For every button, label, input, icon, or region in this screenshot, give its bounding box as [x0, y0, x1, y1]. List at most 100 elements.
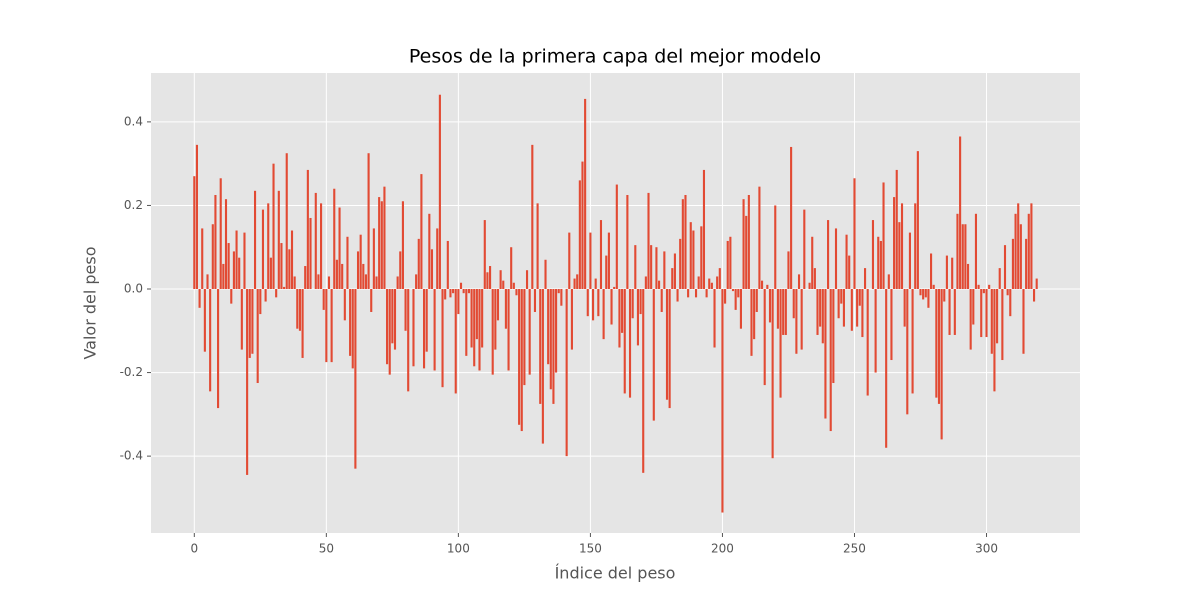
bar [591, 289, 595, 321]
bar [687, 289, 690, 298]
bar [391, 289, 394, 344]
bar [393, 289, 397, 350]
bar [203, 289, 206, 352]
bar [356, 251, 360, 290]
bar [684, 194, 687, 290]
bar [370, 289, 373, 312]
bar [201, 228, 204, 290]
bar [832, 289, 835, 384]
bar [209, 289, 212, 392]
bar [539, 289, 542, 404]
bar [885, 289, 888, 448]
bar [948, 289, 951, 335]
bar [462, 289, 465, 294]
bar [354, 289, 357, 469]
x-tick-label: 100 [447, 542, 470, 556]
bar [795, 289, 798, 354]
bar [335, 259, 338, 290]
bar [961, 224, 964, 290]
bar [660, 289, 663, 312]
bar [916, 151, 919, 290]
bar [396, 276, 399, 290]
y-tick-label: -0.4 [120, 449, 143, 463]
bar [710, 282, 713, 290]
bar [367, 153, 370, 290]
bar [848, 255, 851, 290]
bar [283, 286, 286, 290]
bar [483, 220, 486, 290]
bar [631, 289, 634, 319]
bar [481, 289, 484, 348]
bar [351, 289, 354, 369]
bar [573, 278, 576, 290]
bar [238, 257, 241, 290]
bar [380, 201, 383, 290]
bar [386, 289, 389, 365]
bar [338, 207, 341, 290]
bar [863, 268, 867, 290]
bar [890, 289, 893, 361]
bar [906, 289, 909, 415]
bar [882, 182, 885, 290]
bar [708, 278, 711, 290]
bar [898, 222, 901, 290]
bar [1006, 289, 1009, 296]
bar [665, 289, 669, 400]
bar [623, 289, 626, 394]
bar [800, 289, 803, 350]
bar [383, 186, 386, 290]
bar [547, 289, 550, 365]
bar [813, 268, 816, 290]
bar [819, 289, 822, 327]
bar [753, 289, 756, 340]
bar [755, 289, 758, 312]
bar [267, 203, 270, 290]
bar [211, 224, 214, 290]
bar [1027, 213, 1030, 290]
bar [581, 161, 584, 290]
y-tick-label: 0.0 [124, 282, 143, 296]
bar [972, 289, 975, 325]
bar [858, 289, 861, 306]
bar [879, 240, 882, 290]
bar [285, 153, 288, 290]
bar [964, 224, 967, 290]
x-tick-label: 300 [975, 542, 998, 556]
bar [415, 274, 418, 290]
bar [309, 217, 312, 290]
bar [924, 289, 927, 298]
bar [478, 289, 481, 371]
bar [507, 289, 510, 371]
bar [681, 199, 684, 290]
bar [977, 284, 980, 290]
bar [1035, 278, 1038, 290]
bar [240, 289, 243, 350]
bar [861, 289, 864, 338]
bar [956, 213, 959, 290]
bar [734, 289, 737, 310]
bar [676, 289, 679, 302]
bar [998, 268, 1001, 290]
bar [412, 289, 415, 367]
bar [272, 163, 275, 290]
bar [779, 289, 782, 398]
bar [557, 289, 560, 294]
bar [1014, 213, 1017, 290]
bar [349, 289, 352, 356]
bar [610, 289, 613, 325]
bar [671, 268, 674, 290]
bar [782, 289, 785, 335]
x-tick-label: 250 [843, 542, 866, 556]
bar [280, 243, 283, 290]
bar [584, 98, 587, 290]
bar [206, 274, 209, 290]
bar [758, 186, 761, 290]
bar [401, 201, 404, 290]
bar [700, 226, 703, 290]
bar [512, 282, 515, 290]
bar [829, 289, 832, 432]
bar [694, 289, 698, 298]
bar [333, 188, 336, 290]
bar [811, 236, 814, 290]
